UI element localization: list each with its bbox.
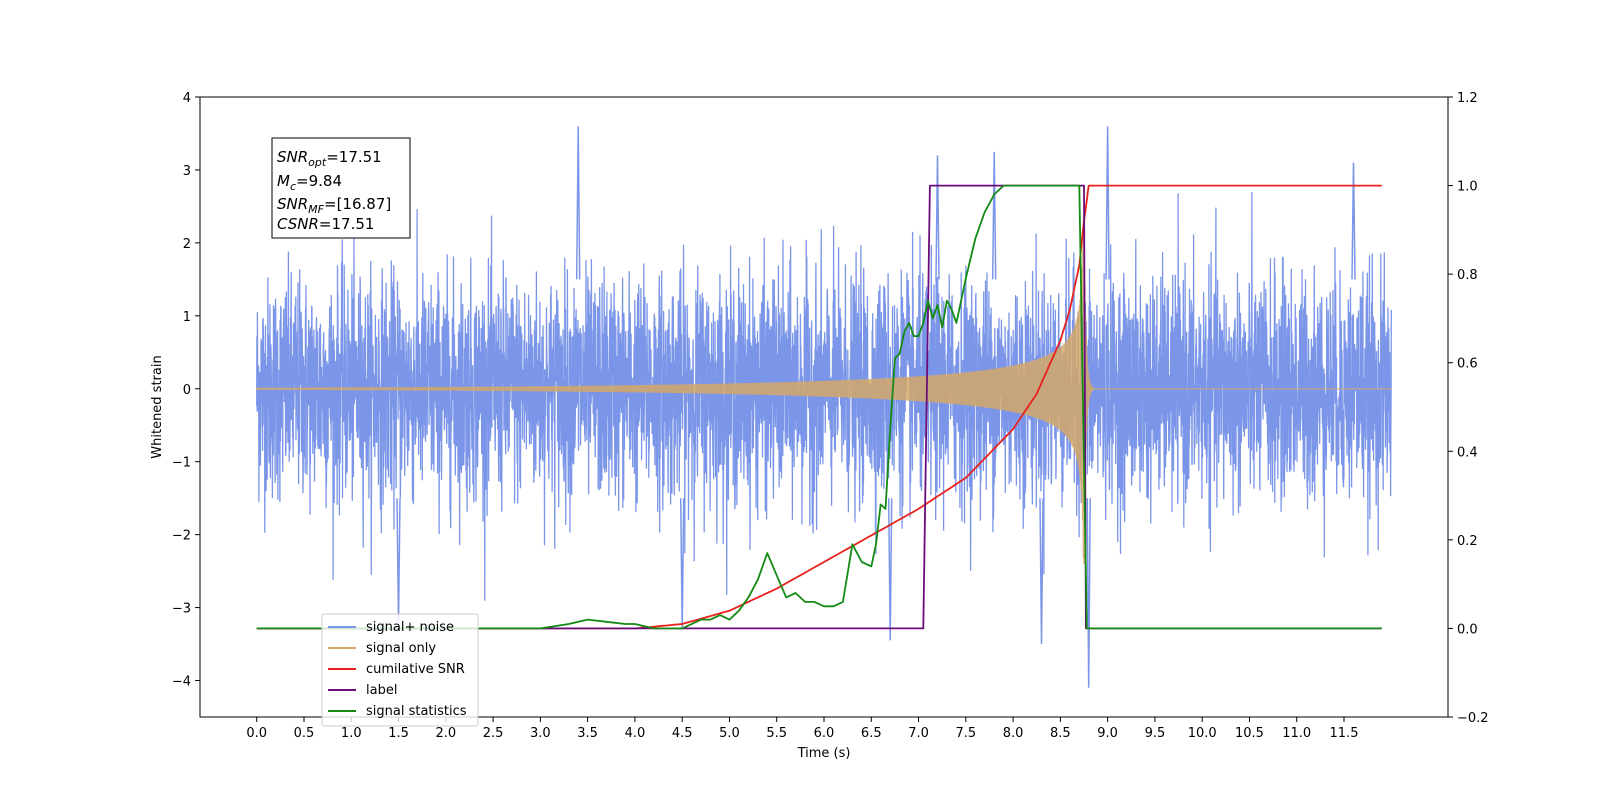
y-left-tick-label: −3 (172, 602, 191, 617)
legend-entry-label: label (328, 683, 397, 698)
x-tick-label: 0.5 (294, 726, 315, 741)
x-tick-label: 4.0 (625, 726, 646, 741)
series-signal-noise-peak (1105, 126, 1110, 280)
x-tick-label: 3.5 (577, 726, 598, 741)
x-tick-label: 6.0 (814, 726, 835, 741)
y-left-tick-label: 4 (183, 91, 191, 106)
y-right-tick-label: 0.4 (1457, 445, 1478, 460)
x-tick-label: 10.0 (1188, 726, 1217, 741)
legend-entry-signal-noise: signal+ noise (328, 620, 454, 635)
x-tick-label: 0.0 (246, 726, 267, 741)
y-axis-label: Whitened strain (150, 355, 165, 458)
y-right-tick-label: 0.6 (1457, 357, 1478, 372)
series-signal-noise-peak (1039, 498, 1044, 645)
annotation-line-snr-mf: SNRMF=[16.87] (277, 195, 391, 216)
y-left-tick-label: 0 (183, 383, 191, 398)
svg-text:signal statistics: signal statistics (366, 704, 467, 719)
annotation-line-mc: Mc=9.84 (277, 172, 342, 193)
x-tick-label: 1.0 (341, 726, 362, 741)
x-tick-label: 1.5 (388, 726, 409, 741)
x-tick-label: 8.0 (1003, 726, 1024, 741)
x-tick-label: 10.5 (1235, 726, 1264, 741)
svg-text:signal only: signal only (366, 641, 436, 656)
x-tick-label: 7.0 (908, 726, 929, 741)
x-tick-label: 9.5 (1145, 726, 1166, 741)
legend: signal+ noise signal only cumilative SNR… (321, 613, 479, 727)
y-left-tick-label: −2 (172, 529, 191, 544)
legend-entry-signal-statistics: signal statistics (328, 704, 467, 719)
series-signal-statistics-line (256, 184, 1382, 630)
series-signal-noise-line (256, 192, 1392, 601)
series-signal-noise-peak (1351, 162, 1356, 280)
y-right-tick-label: 1.2 (1457, 91, 1478, 106)
series-signal-noise-peak (679, 498, 685, 630)
annotation-box: SNRopt=17.51 Mc=9.84 SNRMF=[16.87] CSNR=… (271, 137, 411, 239)
series-signal-noise-peak (887, 498, 893, 641)
y-right-tick-label: 1.0 (1457, 180, 1478, 195)
legend-entry-signal-only: signal only (328, 641, 436, 656)
series-signal-noise-peak (575, 126, 581, 280)
y-left-tick-label: 2 (183, 237, 191, 252)
x-tick-label: 5.5 (766, 726, 787, 741)
y-right-tick-label: −0.2 (1457, 711, 1489, 726)
x-tick-label: 2.5 (483, 726, 504, 741)
x-tick-label: 4.5 (672, 726, 693, 741)
series-signal-only-line (256, 213, 1392, 564)
x-tick-label: 9.0 (1097, 726, 1118, 741)
x-tick-label: 8.5 (1050, 726, 1071, 741)
svg-text:cumilative SNR: cumilative SNR (366, 662, 465, 677)
y-left-tick-label: 3 (183, 164, 191, 179)
svg-text:label: label (366, 683, 397, 698)
x-tick-label: 3.0 (530, 726, 551, 741)
x-axis-label: Time (s) (797, 746, 851, 761)
x-tick-label: 7.5 (955, 726, 976, 741)
y-right-tick-label: 0.0 (1457, 622, 1478, 637)
series-signal-noise-peak (991, 151, 997, 280)
y-left-tick-label: −4 (172, 675, 191, 690)
annotation-line-snr-opt: SNRopt=17.51 (277, 148, 382, 169)
legend-entry-cumulative-snr: cumilative SNR (328, 662, 465, 677)
x-tick-label: 6.5 (861, 726, 882, 741)
y-right-tick-label: 0.8 (1457, 268, 1478, 283)
annotation-line-csnr: CSNR=17.51 (277, 215, 374, 233)
x-tick-label: 11.0 (1282, 726, 1311, 741)
series-signal-noise-peak (935, 155, 940, 280)
y-left-tick-label: 1 (183, 310, 191, 325)
legend-box (321, 613, 479, 727)
x-tick-label: 11.5 (1330, 726, 1359, 741)
y-left-tick-label: −1 (172, 456, 191, 471)
series-signal-noise-peak (396, 498, 401, 623)
svg-text:signal+ noise: signal+ noise (366, 620, 454, 635)
y-right-tick-label: 0.2 (1457, 534, 1478, 549)
series-signal-noise-peak (1086, 498, 1091, 688)
x-tick-label: 2.0 (435, 726, 456, 741)
x-tick-label: 5.0 (719, 726, 740, 741)
